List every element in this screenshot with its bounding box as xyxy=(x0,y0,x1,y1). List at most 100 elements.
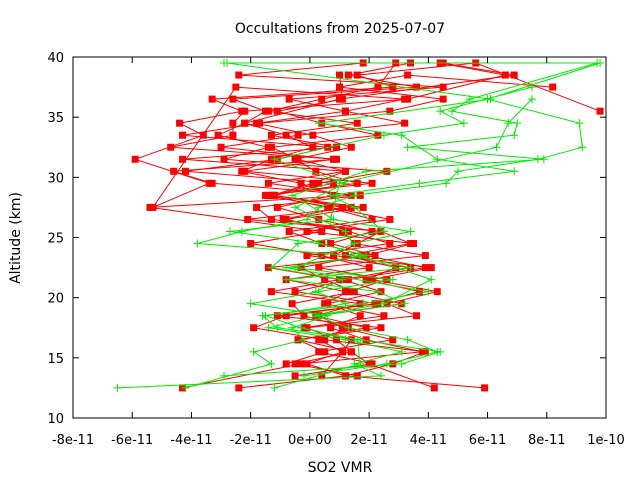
data-point-square xyxy=(336,83,343,91)
data-point-square xyxy=(267,191,275,199)
data-point-plus xyxy=(504,119,513,128)
data-point-square xyxy=(261,191,269,199)
data-point-square xyxy=(421,348,429,356)
data-point-square xyxy=(294,336,302,344)
data-point-square xyxy=(235,384,243,392)
data-point-plus xyxy=(424,287,433,296)
data-point-square xyxy=(353,372,361,380)
data-point-square xyxy=(341,167,349,175)
data-point-plus xyxy=(382,359,391,368)
data-point-plus xyxy=(403,335,412,344)
data-point-square xyxy=(267,131,275,139)
data-point-square xyxy=(208,179,216,187)
data-point-square xyxy=(333,336,341,344)
data-point-square xyxy=(247,240,255,248)
data-point-square xyxy=(282,360,290,368)
data-point-square xyxy=(412,83,420,91)
data-point-square xyxy=(386,215,394,223)
series-layer xyxy=(113,59,605,392)
data-point-square xyxy=(481,384,489,392)
data-point-plus xyxy=(397,359,406,368)
data-point-square xyxy=(264,179,272,187)
data-point-square xyxy=(315,264,323,272)
data-point-square xyxy=(256,119,264,127)
data-point-square xyxy=(341,107,349,115)
data-point-square xyxy=(344,276,352,284)
data-point-plus xyxy=(593,59,602,68)
data-point-square xyxy=(362,324,370,332)
data-point-square xyxy=(374,83,382,91)
data-point-plus xyxy=(291,263,300,272)
data-point-square xyxy=(353,119,361,127)
data-point-plus xyxy=(267,359,276,368)
data-point-square xyxy=(333,143,341,151)
data-point-square xyxy=(368,215,376,223)
x-tick-label: 2e-11 xyxy=(350,433,388,448)
x-tick-label: -2e-11 xyxy=(230,433,272,448)
data-point-plus xyxy=(332,191,341,200)
data-point-square xyxy=(330,252,338,260)
chart-title: Occultations from 2025-07-07 xyxy=(235,21,445,37)
data-point-plus xyxy=(436,107,445,116)
data-point-square xyxy=(303,227,311,235)
data-point-square xyxy=(327,324,335,332)
data-point-square xyxy=(309,179,317,187)
data-point-plus xyxy=(400,299,409,308)
data-point-square xyxy=(389,360,397,368)
data-point-plus xyxy=(314,203,323,212)
data-point-square xyxy=(297,264,305,272)
data-point-plus xyxy=(379,131,388,140)
data-point-plus xyxy=(527,83,536,92)
data-point-plus xyxy=(362,167,371,176)
data-point-square xyxy=(368,179,376,187)
y-tick-label: 40 xyxy=(47,51,64,66)
data-point-square xyxy=(368,360,376,368)
data-point-plus xyxy=(415,179,424,188)
plot-frame xyxy=(72,56,607,419)
data-point-square xyxy=(214,131,222,139)
data-point-square xyxy=(321,348,329,356)
data-point-square xyxy=(549,83,557,91)
y-tick-label: 35 xyxy=(47,111,64,126)
data-point-square xyxy=(365,264,373,272)
data-point-square xyxy=(179,131,187,139)
data-point-plus xyxy=(181,383,190,392)
data-point-square xyxy=(285,227,293,235)
data-point-square xyxy=(131,155,139,163)
x-tick-label: -6e-11 xyxy=(111,433,153,448)
data-point-square xyxy=(294,131,302,139)
data-point-square xyxy=(421,264,429,272)
data-point-plus xyxy=(403,143,412,152)
data-point-square xyxy=(389,336,397,344)
data-point-plus xyxy=(282,275,291,284)
data-point-plus xyxy=(299,371,308,380)
data-point-square xyxy=(229,119,237,127)
data-point-plus xyxy=(323,311,332,320)
data-point-square xyxy=(291,372,299,380)
data-point-plus xyxy=(406,227,415,236)
data-point-square xyxy=(273,107,281,115)
data-point-square xyxy=(232,83,240,91)
data-point-square xyxy=(318,372,326,380)
data-point-plus xyxy=(356,359,365,368)
data-point-square xyxy=(596,107,604,115)
data-point-square xyxy=(386,240,394,248)
data-point-plus xyxy=(288,191,297,200)
data-point-plus xyxy=(222,59,231,68)
data-point-square xyxy=(510,71,518,79)
y-tick-label: 30 xyxy=(47,171,64,186)
data-point-square xyxy=(415,288,423,296)
data-point-square xyxy=(347,143,355,151)
data-point-square xyxy=(371,252,379,260)
data-point-square xyxy=(273,312,281,320)
x-tick-label: 1e-10 xyxy=(587,433,625,448)
data-point-square xyxy=(338,95,346,103)
x-tick-label: -4e-11 xyxy=(170,433,212,448)
data-point-square xyxy=(338,324,346,332)
data-point-plus xyxy=(427,275,436,284)
data-point-plus xyxy=(291,203,300,212)
data-point-square xyxy=(282,215,290,223)
data-point-square xyxy=(235,71,243,79)
data-point-square xyxy=(250,324,258,332)
green-series-3 xyxy=(270,83,536,380)
